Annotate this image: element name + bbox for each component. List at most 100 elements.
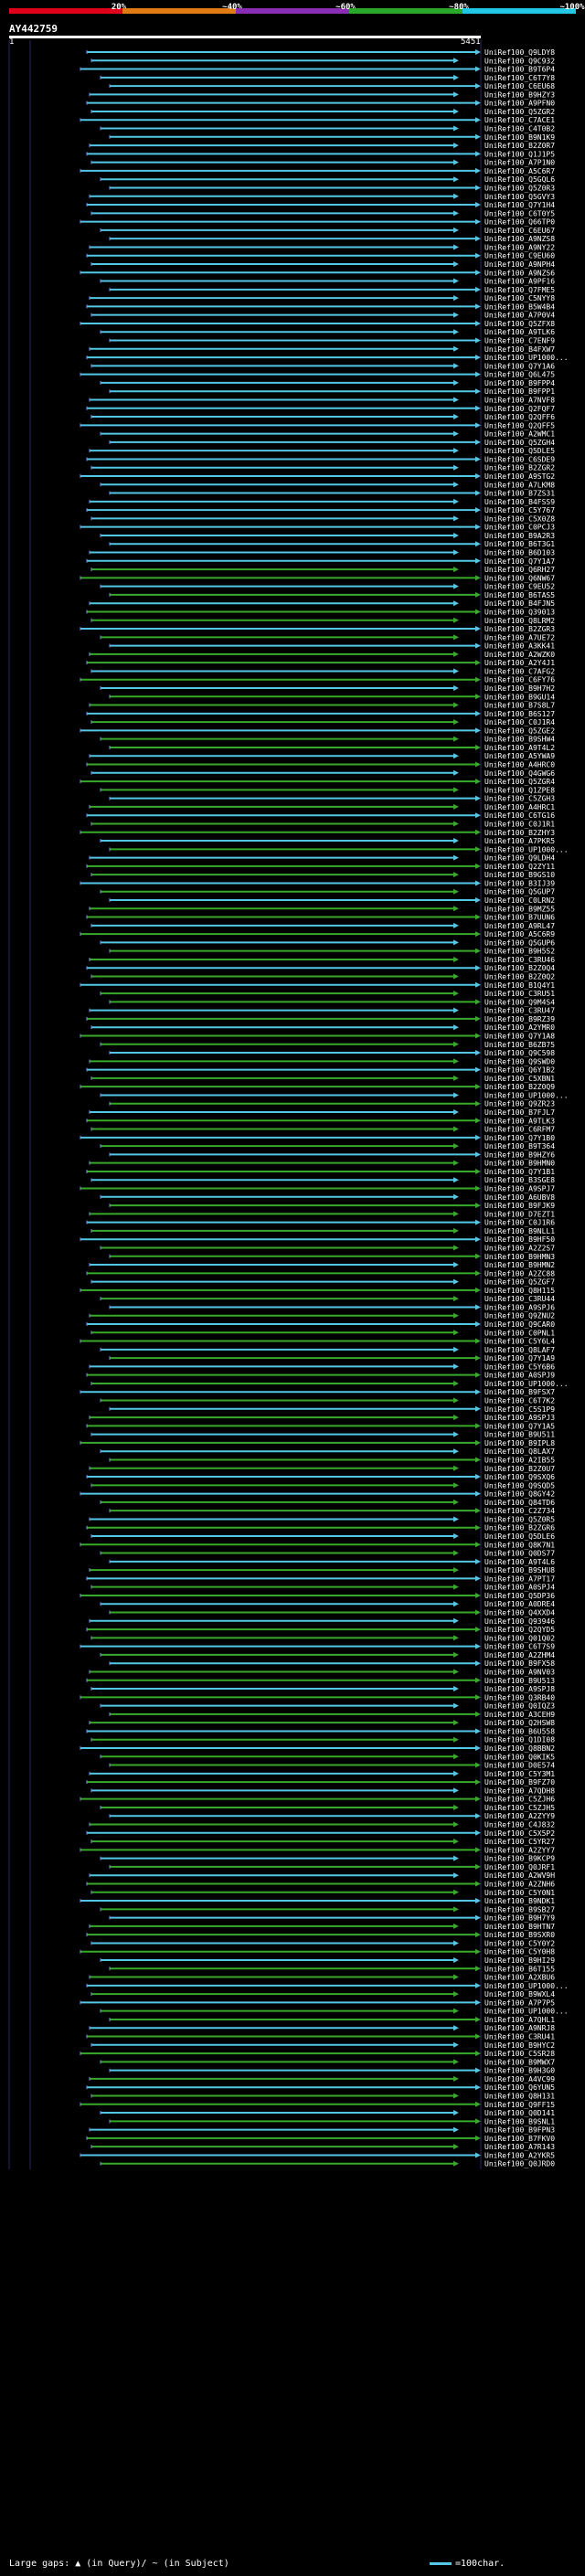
hit-label[interactable]: UniRef100_B9GS10 xyxy=(484,871,555,879)
hit-label[interactable]: UniRef100_A9T4L6 xyxy=(484,1558,555,1566)
hit-label[interactable]: UniRef100_B9N1K9 xyxy=(484,133,555,142)
hit-label[interactable]: UniRef100_C5ZJH5 xyxy=(484,1804,555,1812)
hit-label[interactable]: UniRef100_Q5GUP7 xyxy=(484,888,555,896)
hit-label[interactable]: UniRef100_B9HF50 xyxy=(484,1235,555,1244)
hit-label[interactable]: UniRef100_A2ZYY7 xyxy=(484,1846,555,1854)
hit-label[interactable]: UniRef100_D0E574 xyxy=(484,1762,555,1770)
hit-label[interactable]: UniRef100_C6EU68 xyxy=(484,82,555,90)
hit-label[interactable]: UniRef100_C5Y3M1 xyxy=(484,1770,555,1778)
hit-label[interactable]: UniRef100_B6TAS5 xyxy=(484,591,555,599)
hit-label[interactable]: UniRef100_A9PFN0 xyxy=(484,100,555,108)
hit-label[interactable]: UniRef100_C5S1P9 xyxy=(484,1405,555,1414)
hit-label[interactable]: UniRef100_Q7Y1B0 xyxy=(484,1134,555,1142)
hit-label[interactable]: UniRef100_A7PKR5 xyxy=(484,837,555,845)
hit-label[interactable]: UniRef100_A9TLK3 xyxy=(484,1117,555,1125)
hit-label[interactable]: UniRef100_C6T7S9 xyxy=(484,1643,555,1651)
hit-label[interactable]: UniRef100_A0DRE4 xyxy=(484,1600,555,1608)
hit-label[interactable]: UniRef100_B9HTN7 xyxy=(484,1923,555,1931)
hit-label[interactable]: UniRef100_C5Y0Y2 xyxy=(484,1939,555,1947)
hit-label[interactable]: UniRef100_B9HMN3 xyxy=(484,1253,555,1261)
hit-label[interactable]: UniRef100_Q9ZR23 xyxy=(484,1100,555,1108)
hit-label[interactable]: UniRef100_Q5ZGR4 xyxy=(484,778,555,786)
hit-label[interactable]: UniRef100_A9NZS8 xyxy=(484,235,555,243)
hit-label[interactable]: UniRef100_A9SPJ7 xyxy=(484,1185,555,1193)
hit-label[interactable]: UniRef100_C5Y6L4 xyxy=(484,1338,555,1346)
hit-label[interactable]: UniRef100_B4FJN5 xyxy=(484,599,555,608)
hit-label[interactable]: UniRef100_A9STG2 xyxy=(484,472,555,481)
hit-label[interactable]: UniRef100_B9T364 xyxy=(484,1142,555,1150)
hit-label[interactable]: UniRef100_B6U558 xyxy=(484,1727,555,1735)
hit-label[interactable]: UniRef100_Q1ZPE8 xyxy=(484,786,555,794)
hit-label[interactable]: UniRef100_Q39013 xyxy=(484,608,555,616)
hit-label[interactable]: UniRef100_B2Z0Q9 xyxy=(484,1083,555,1091)
hit-label[interactable]: UniRef100_C5X5P2 xyxy=(484,1829,555,1838)
hit-label[interactable]: UniRef100_UP1000... xyxy=(484,1380,569,1388)
hit-label[interactable]: UniRef100_B6T3G1 xyxy=(484,540,555,548)
hit-label[interactable]: UniRef100_B7ZS31 xyxy=(484,490,555,498)
hit-label[interactable]: UniRef100_Q7Y1A6 xyxy=(484,362,555,370)
hit-label[interactable]: UniRef100_C7AFG2 xyxy=(484,667,555,675)
hit-label[interactable]: UniRef100_C3RU44 xyxy=(484,1295,555,1303)
hit-label[interactable]: UniRef100_B2Z0Q4 xyxy=(484,964,555,972)
hit-label[interactable]: UniRef100_Q84TD6 xyxy=(484,1499,555,1507)
hit-label[interactable]: UniRef100_Q8K7N1 xyxy=(484,1541,555,1549)
hit-label[interactable]: UniRef100_C7ACE1 xyxy=(484,116,555,124)
hit-label[interactable]: UniRef100_Q0JRD0 xyxy=(484,2160,555,2168)
hit-label[interactable]: UniRef100_C5ZJH6 xyxy=(484,1796,555,1804)
hit-label[interactable]: UniRef100_C9EU52 xyxy=(484,583,555,591)
hit-label[interactable]: UniRef100_C5Y767 xyxy=(484,506,555,514)
hit-label[interactable]: UniRef100_Q2QFF6 xyxy=(484,413,555,421)
hit-label[interactable]: UniRef100_Q2QYD5 xyxy=(484,1626,555,1634)
hit-label[interactable]: UniRef100_B9HYC2 xyxy=(484,2041,555,2050)
hit-label[interactable]: UniRef100_A2YKR5 xyxy=(484,2151,555,2159)
hit-label[interactable]: UniRef100_B9IPL8 xyxy=(484,1439,555,1447)
hit-label[interactable]: UniRef100_Q93946 xyxy=(484,1617,555,1626)
hit-label[interactable]: UniRef100_C5Y0N1 xyxy=(484,1889,555,1897)
hit-label[interactable]: UniRef100_B7UUN6 xyxy=(484,914,555,922)
hit-label[interactable]: UniRef100_A2Z2S7 xyxy=(484,1244,555,1252)
hit-label[interactable]: UniRef100_Q5Z0R5 xyxy=(484,1515,555,1523)
hit-label[interactable]: UniRef100_B9SB27 xyxy=(484,1905,555,1913)
hit-label[interactable]: UniRef100_A3KK41 xyxy=(484,642,555,651)
hit-label[interactable]: UniRef100_A0SPJ4 xyxy=(484,1584,555,1592)
hit-label[interactable]: UniRef100_B9T6P4 xyxy=(484,66,555,74)
hit-label[interactable]: UniRef100_A2WZK0 xyxy=(484,651,555,659)
hit-label[interactable]: UniRef100_Q8H115 xyxy=(484,1287,555,1295)
hit-label[interactable]: UniRef100_A4HRC0 xyxy=(484,761,555,769)
hit-label[interactable]: UniRef100_Q8LAF7 xyxy=(484,1346,555,1354)
hit-label[interactable]: UniRef100_C5YR27 xyxy=(484,1838,555,1846)
hit-label[interactable]: UniRef100_Q9M4S4 xyxy=(484,998,555,1006)
hit-label[interactable]: UniRef100_C2Z734 xyxy=(484,1507,555,1515)
hit-label[interactable]: UniRef100_C0PNL1 xyxy=(484,1329,555,1337)
hit-label[interactable]: UniRef100_B9WXL4 xyxy=(484,1990,555,1998)
hit-label[interactable]: UniRef100_A2WMC1 xyxy=(484,430,555,439)
hit-label[interactable]: UniRef100_B9A2R3 xyxy=(484,532,555,540)
hit-label[interactable]: UniRef100_Q0D141 xyxy=(484,2109,555,2117)
hit-label[interactable]: UniRef100_Q7Y1A7 xyxy=(484,557,555,566)
hit-label[interactable]: UniRef100_A0SPJ9 xyxy=(484,1372,555,1380)
hit-label[interactable]: UniRef100_Q7Y1A5 xyxy=(484,1422,555,1430)
hit-label[interactable]: UniRef100_B4FSS9 xyxy=(484,498,555,506)
hit-label[interactable]: UniRef100_C3RU47 xyxy=(484,1007,555,1015)
hit-label[interactable]: UniRef100_A2ZC88 xyxy=(484,1269,555,1277)
hit-label[interactable]: UniRef100_A9SPJ8 xyxy=(484,1685,555,1693)
hit-label[interactable]: UniRef100_Q5DLE6 xyxy=(484,1532,555,1541)
hit-label[interactable]: UniRef100_Q7Y1A9 xyxy=(484,1354,555,1362)
hit-label[interactable]: UniRef100_Q5ZGE2 xyxy=(484,726,555,735)
hit-label[interactable]: UniRef100_A2YMR0 xyxy=(484,1023,555,1032)
hit-label[interactable]: UniRef100_C0PCJ3 xyxy=(484,524,555,532)
hit-label[interactable]: UniRef100_Q5GVY3 xyxy=(484,193,555,201)
hit-label[interactable]: UniRef100_A9NZS6 xyxy=(484,269,555,277)
hit-label[interactable]: UniRef100_Q5GUP6 xyxy=(484,938,555,947)
hit-label[interactable]: UniRef100_B9U511 xyxy=(484,1431,555,1439)
hit-label[interactable]: UniRef100_C7ENF9 xyxy=(484,337,555,345)
hit-label[interactable]: UniRef100_Q8LRM2 xyxy=(484,617,555,625)
hit-label[interactable]: UniRef100_A7P0V4 xyxy=(484,312,555,320)
hit-label[interactable]: UniRef100_Q9C932 xyxy=(484,57,555,65)
hit-label[interactable]: UniRef100_Q6Y1B2 xyxy=(484,1066,555,1075)
hit-label[interactable]: UniRef100_C5X0Z8 xyxy=(484,514,555,523)
hit-label[interactable]: UniRef100_B9SHU8 xyxy=(484,1566,555,1574)
hit-label[interactable]: UniRef100_A7LKM8 xyxy=(484,481,555,489)
hit-label[interactable]: UniRef100_A7R143 xyxy=(484,2143,555,2151)
hit-label[interactable]: UniRef100_Q0DS77 xyxy=(484,1550,555,1558)
